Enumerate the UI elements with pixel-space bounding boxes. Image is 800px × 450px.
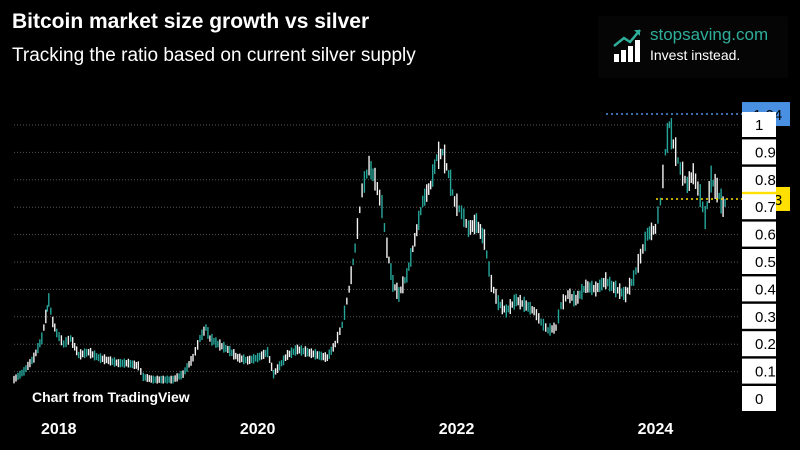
y-tick-box	[742, 166, 776, 192]
y-tick-label: 0.3	[755, 309, 776, 326]
brand-logo: stopsaving.com Invest instead.	[598, 16, 788, 78]
y-tick: 0.2	[742, 331, 776, 357]
y-tick-box	[742, 139, 776, 165]
y-tick-box	[742, 303, 776, 329]
y-tick-box	[742, 276, 776, 302]
y-tick-label: 0.7	[755, 199, 776, 216]
y-tick-box	[742, 331, 776, 357]
x-axis: 2018 2020 2022 2024	[41, 421, 673, 438]
y-tick: 0.3	[742, 303, 776, 329]
chart-title: Bitcoin market size growth vs silver	[12, 10, 370, 33]
y-tick: 0.6	[742, 221, 776, 247]
y-tick-label: 0.2	[755, 336, 776, 353]
brand-name: stopsaving.com	[650, 25, 769, 44]
y-tick-box	[742, 194, 776, 220]
y-tick-label: 0.4	[755, 281, 776, 298]
y-tick-label: 0.1	[755, 364, 776, 381]
y-tick-label: 0.5	[755, 254, 776, 271]
y-tick-box	[742, 386, 776, 411]
y-tick: 0.9	[742, 139, 776, 165]
y-tick-box	[742, 358, 776, 384]
x-tick-label: 2018	[41, 421, 77, 438]
chart-subtitle: Tracking the ratio based on current silv…	[12, 45, 416, 66]
y-tick-label: 0.9	[755, 144, 776, 161]
x-tick-label: 2022	[439, 421, 475, 438]
y-tick-label: 0.6	[755, 227, 776, 244]
brand-tagline: Invest instead.	[650, 47, 741, 63]
y-tick-label: 0	[755, 391, 763, 408]
y-tick: 1	[742, 112, 776, 137]
y-tick-label: 0.8	[755, 172, 776, 189]
y-tick-box	[742, 112, 776, 137]
y-tick: 0.4	[742, 276, 776, 302]
y-tick: 0.7	[742, 194, 776, 220]
y-axis: 0 0.1 0.2 0.3 0.4 0.5 0.6 0.7 0.8 0.9 1	[742, 112, 776, 411]
y-tick: 0.5	[742, 249, 776, 274]
x-tick-label: 2024	[638, 421, 674, 438]
y-tick: 0	[742, 386, 776, 411]
series	[13, 118, 726, 384]
chart-credit: Chart from TradingView	[32, 389, 190, 405]
x-tick-label: 2020	[240, 421, 276, 438]
y-tick-box	[742, 221, 776, 247]
bar-chart-growth-icon	[613, 29, 641, 62]
y-tick: 0.1	[742, 358, 776, 384]
gridlines	[14, 124, 740, 373]
y-tick: 0.8	[742, 166, 776, 192]
y-tick-box	[742, 249, 776, 274]
y-tick-label: 1	[755, 117, 763, 134]
